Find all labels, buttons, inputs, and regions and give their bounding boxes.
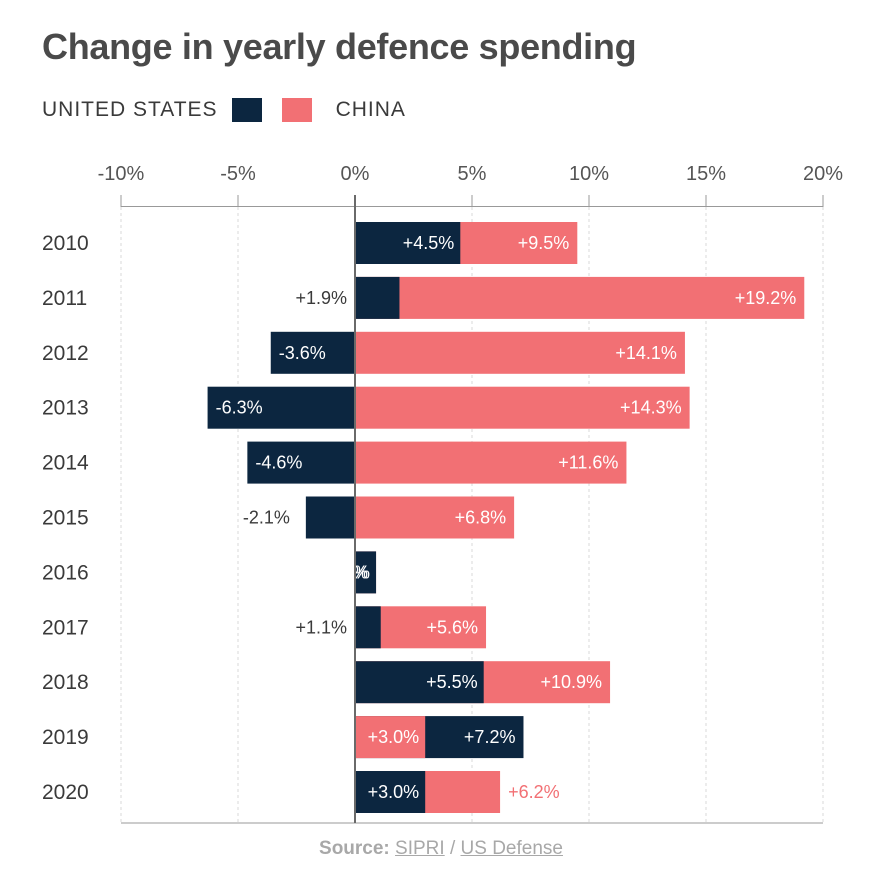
bar-china (355, 716, 426, 759)
source-label: Source: (319, 838, 390, 859)
bar-us (355, 276, 400, 319)
x-tick-label: 0% (341, 163, 370, 185)
bar-label-china: +10.9% (540, 672, 602, 692)
source-line: Source: SIPRI / US Defense (0, 838, 882, 860)
bar-label-china: +3.0% (368, 727, 420, 747)
source-separator: / (449, 838, 456, 859)
x-tick-label: 10% (569, 163, 609, 185)
x-axis: -10% -5% 0% 5% 10% 15% 20% (98, 163, 843, 824)
bar-us (355, 222, 461, 264)
bar-us (355, 771, 426, 813)
bar-us (270, 331, 355, 374)
x-tick-label: 20% (803, 163, 843, 185)
year-label: 2017 (42, 616, 89, 639)
year-label: 2020 (42, 781, 89, 804)
source-link-us-defense[interactable]: US Defense (460, 838, 563, 859)
bar-label-china: +0.9% (319, 562, 371, 582)
bar-label-china: +9.5% (518, 233, 570, 253)
chart-title: Change in yearly defence spending (42, 26, 637, 67)
bar-labels: +4.5% +9.5% +1.9% +19.2% -3.6% +14.1% -6.3% +14… (216, 233, 797, 802)
bar-china (355, 331, 685, 374)
y-axis-labels: 2010 2011 2012 2013 2014 2015 2016 2017 2018 2019… (42, 232, 89, 804)
bar-label-us: -4.6% (255, 453, 302, 473)
year-label: 2011 (42, 287, 87, 310)
x-tick-label: 15% (686, 163, 726, 185)
source-link-sipri[interactable]: SIPRI (395, 838, 445, 859)
bar-label-china: +11.6% (558, 453, 618, 473)
bar-label-us: -2.1% (243, 508, 290, 528)
legend-label-china: CHINA (335, 98, 406, 121)
bar-china (355, 386, 690, 429)
year-label: 2014 (42, 452, 89, 475)
bar-china (355, 441, 627, 484)
bar-china (355, 276, 805, 319)
bar-label-china: +6.2% (508, 782, 560, 802)
bar-label-us: -3.6% (279, 343, 326, 363)
bar-us (355, 661, 484, 704)
year-label: 2016 (42, 561, 89, 584)
legend: UNITED STATES CHINA (42, 96, 406, 124)
bar-label-us: +7.2% (464, 727, 516, 747)
year-label: 2015 (42, 507, 89, 530)
bar-us (355, 551, 377, 594)
bar-us (305, 496, 355, 539)
bar-label-china: +5.6% (426, 617, 478, 637)
bar-label-us: +5.5% (426, 672, 478, 692)
year-label: 2013 (42, 397, 89, 420)
bar-label-china: +19.2% (735, 288, 797, 308)
year-label: 2018 (42, 671, 89, 694)
bar-label-us: +1.9% (295, 288, 347, 308)
bar-china (355, 496, 515, 539)
bar-label-us: -6.3% (216, 398, 263, 418)
x-tick-label: -10% (98, 163, 145, 185)
x-tick-label: -5% (220, 163, 256, 185)
bar-label-china: +14.3% (620, 398, 682, 418)
legend-swatch-china (281, 98, 312, 122)
year-label: 2010 (42, 232, 89, 255)
bar-label-us: +3.0% (368, 782, 420, 802)
legend-label-us: UNITED STATES (42, 98, 218, 121)
bar-us (355, 606, 381, 649)
bar-us (247, 441, 355, 484)
bar-us (207, 386, 355, 429)
bar-label-china: +14.1% (615, 343, 677, 363)
bar-label-us: +4.5% (403, 233, 455, 253)
year-label: 2019 (42, 726, 89, 749)
bar-label-us: +1.1% (295, 617, 347, 637)
legend-swatch-us (231, 98, 262, 122)
year-label: 2012 (42, 342, 89, 365)
bar-label-china: +6.8% (455, 508, 507, 528)
bars (207, 222, 805, 813)
x-tick-label: 5% (458, 163, 487, 185)
